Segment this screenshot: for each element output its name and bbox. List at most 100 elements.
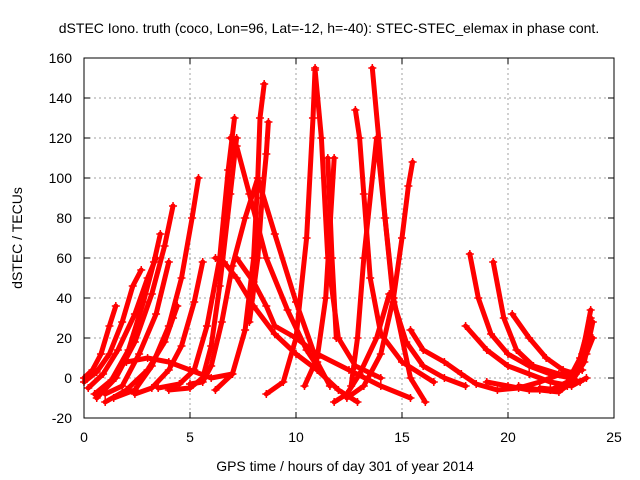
data-point: [292, 334, 300, 342]
data-point: [588, 334, 597, 342]
x-axis-label: GPS time / hours of day 301 of year 2014: [216, 458, 474, 474]
data-point: [408, 158, 417, 166]
data-point: [283, 306, 292, 314]
x-tick-label: 5: [186, 429, 194, 445]
data-point: [164, 386, 173, 394]
data-point: [563, 382, 572, 390]
data-point: [262, 254, 271, 262]
data-point: [226, 190, 235, 198]
data-point: [535, 384, 544, 392]
data-point: [525, 334, 534, 342]
series-29: [465, 250, 576, 382]
series-trace: [81, 267, 144, 385]
data-point: [512, 346, 521, 354]
data-point: [402, 338, 411, 346]
data-point: [385, 290, 394, 298]
data-point: [308, 114, 317, 122]
data-point: [582, 374, 591, 382]
data-point: [323, 154, 332, 162]
data-point: [198, 258, 207, 266]
data-point: [332, 334, 341, 342]
data-point: [249, 278, 258, 286]
x-tick-label: 15: [394, 429, 410, 445]
data-point: [328, 254, 337, 262]
data-point: [300, 382, 309, 390]
series-1: [80, 302, 120, 382]
data-point: [461, 322, 470, 330]
data-point: [190, 298, 199, 306]
data-point: [228, 370, 237, 378]
data-point: [398, 234, 406, 242]
data-point: [219, 258, 228, 266]
data-point: [241, 214, 250, 222]
data-point: [264, 118, 273, 126]
data-point: [202, 322, 211, 330]
data-point: [118, 382, 127, 390]
data-point: [164, 358, 173, 366]
data-point: [406, 326, 415, 334]
data-point: [376, 374, 385, 382]
data-point: [279, 378, 288, 386]
data-point: [262, 390, 271, 398]
data-point: [270, 322, 279, 330]
data-point: [156, 230, 165, 238]
data-point: [389, 294, 398, 302]
y-tick-label: 20: [56, 330, 72, 346]
data-point: [311, 66, 320, 74]
data-point: [113, 346, 122, 354]
data-point: [366, 274, 375, 282]
y-tick-label: 140: [49, 90, 73, 106]
data-point: [504, 382, 512, 390]
data-point: [260, 80, 269, 88]
data-point: [588, 318, 597, 326]
data-point: [109, 394, 118, 402]
data-point: [101, 390, 110, 398]
data-point: [118, 318, 127, 326]
series-16: [211, 80, 269, 394]
data-point: [489, 258, 498, 266]
data-point: [255, 114, 264, 122]
data-point: [253, 254, 262, 262]
x-tick-label: 0: [80, 429, 88, 445]
y-tick-label: 160: [49, 50, 73, 66]
data-point: [374, 134, 383, 142]
data-point: [232, 254, 241, 262]
data-point: [330, 398, 339, 406]
data-point: [381, 214, 390, 222]
series-trace: [263, 65, 318, 397]
data-point: [270, 330, 279, 338]
data-point: [177, 342, 186, 350]
data-point: [359, 190, 368, 198]
y-tick-label: -20: [52, 410, 72, 426]
y-tick-label: 80: [56, 210, 72, 226]
data-point: [164, 322, 173, 330]
data-point: [130, 338, 139, 346]
data-point: [245, 318, 254, 326]
data-point: [164, 258, 173, 266]
series-5: [92, 202, 178, 402]
data-point: [457, 370, 466, 378]
y-tick-label: 40: [56, 290, 72, 306]
series-24: [351, 106, 438, 386]
data-point: [92, 368, 101, 376]
data-point: [317, 134, 326, 142]
data-point: [482, 378, 491, 386]
data-point: [186, 380, 194, 388]
data-point: [376, 350, 385, 358]
y-tick-label: 100: [49, 170, 73, 186]
data-point: [353, 398, 362, 406]
data-point: [160, 242, 169, 250]
data-point: [559, 366, 568, 374]
data-point: [207, 362, 216, 370]
series-trace: [352, 107, 437, 385]
series-2: [80, 266, 146, 386]
data-point: [353, 334, 362, 342]
data-point: [351, 106, 360, 114]
series-6: [101, 258, 173, 398]
series-27: [330, 290, 394, 406]
data-point: [217, 318, 226, 326]
data-point: [546, 378, 555, 386]
data-point: [188, 214, 197, 222]
data-point: [215, 282, 224, 290]
